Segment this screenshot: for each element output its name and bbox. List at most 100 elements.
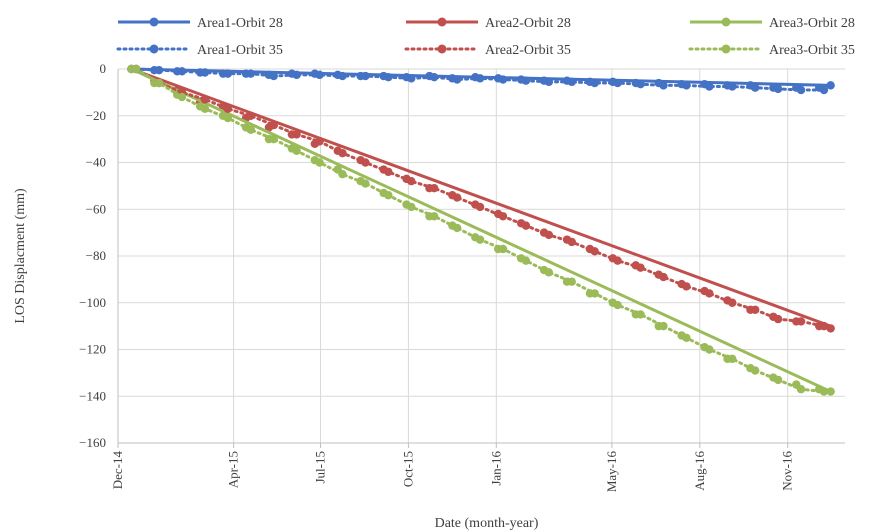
data-point [338, 169, 347, 179]
data-point [773, 375, 783, 385]
y-tick-label: −140 [79, 388, 106, 403]
x-tick-label: Apr-15 [226, 451, 241, 488]
data-point [796, 85, 806, 95]
x-tick-label: Aug-16 [692, 451, 707, 491]
y-tick-label: −120 [79, 342, 106, 357]
data-point [361, 71, 370, 81]
y-tick-label: −20 [86, 108, 106, 123]
data-point [826, 324, 835, 333]
x-tick-label: Jul-15 [313, 451, 328, 484]
data-point [154, 65, 164, 75]
data-point [223, 104, 233, 113]
data-point [682, 282, 691, 291]
data-point [773, 84, 783, 94]
data-point [200, 68, 210, 77]
legend-label: Area3-Orbit 28 [769, 16, 855, 31]
data-point [430, 212, 439, 221]
data-point [200, 95, 210, 104]
data-point [384, 167, 393, 177]
legend-item-area1-orbit-35: Area1-Orbit 35 [116, 43, 283, 58]
data-point [223, 113, 233, 123]
y-tick-label: −80 [86, 248, 106, 263]
data-point [246, 111, 255, 120]
series-area1-orbit-35 [131, 64, 829, 95]
legend-swatch-marker [149, 17, 159, 27]
data-point [819, 321, 829, 331]
data-point [338, 148, 347, 158]
data-point [338, 71, 347, 81]
data-point [200, 104, 210, 113]
data-point [521, 256, 531, 265]
data-point [567, 277, 576, 286]
data-point [131, 64, 141, 74]
data-point [705, 82, 714, 91]
legend-label: Area1-Orbit 35 [197, 43, 283, 58]
data-point [292, 70, 301, 80]
y-axis-title: LOS Displacment (mm) [13, 188, 28, 324]
legend-swatch-marker [437, 17, 447, 27]
data-point [682, 81, 691, 90]
data-point [682, 333, 691, 343]
data-point [750, 83, 760, 92]
x-tick-label: Dec-14 [110, 451, 125, 490]
data-point [475, 74, 485, 83]
data-point [705, 289, 714, 298]
data-point [475, 202, 485, 212]
legend-item-area3-orbit-35: Area3-Orbit 35 [688, 43, 855, 58]
data-point [521, 221, 531, 230]
data-point [636, 310, 645, 319]
data-point [154, 78, 164, 88]
data-point [567, 237, 576, 247]
data-point [246, 125, 255, 134]
data-point [452, 75, 462, 84]
legend-swatch-marker [721, 44, 731, 54]
data-point [292, 130, 301, 139]
legend-label: Area2-Orbit 35 [485, 43, 571, 58]
data-point [315, 158, 324, 167]
data-point [407, 74, 416, 83]
data-point [452, 193, 462, 202]
data-point [636, 79, 645, 89]
data-point [636, 263, 645, 272]
data-point [292, 146, 301, 156]
data-point [613, 300, 622, 310]
data-point [705, 345, 714, 354]
data-point [269, 71, 278, 81]
data-point [315, 70, 324, 80]
x-tick-label: May-16 [604, 451, 619, 493]
legend-item-area1-orbit-28: Area1-Orbit 28 [118, 16, 283, 31]
data-point [773, 314, 783, 324]
data-point [659, 272, 668, 282]
data-point [567, 77, 576, 87]
data-point [826, 81, 835, 90]
x-tick-label: Nov-16 [780, 451, 795, 491]
data-point [223, 69, 233, 78]
y-tick-label: −100 [79, 295, 106, 310]
x-tick-label: Jan-16 [488, 451, 503, 486]
data-point [430, 72, 439, 82]
data-point [819, 85, 829, 95]
data-point [361, 158, 370, 167]
data-point [361, 179, 370, 188]
legend-item-area2-orbit-28: Area2-Orbit 28 [406, 16, 571, 31]
data-point [544, 77, 554, 87]
data-point [498, 244, 508, 254]
data-point [728, 354, 737, 364]
data-point [407, 177, 416, 186]
data-point [613, 256, 622, 265]
data-point [430, 184, 439, 193]
series-area3-orbit-35 [131, 64, 829, 396]
data-point [498, 75, 508, 84]
series-trend-line [130, 67, 832, 393]
data-point [269, 120, 278, 130]
data-point [590, 289, 599, 298]
data-point [796, 317, 806, 326]
data-point [498, 212, 508, 221]
data-point [590, 78, 599, 88]
data-point [826, 387, 835, 396]
legend-swatch-marker [721, 17, 731, 27]
data-point [384, 191, 393, 200]
data-point [796, 385, 806, 394]
